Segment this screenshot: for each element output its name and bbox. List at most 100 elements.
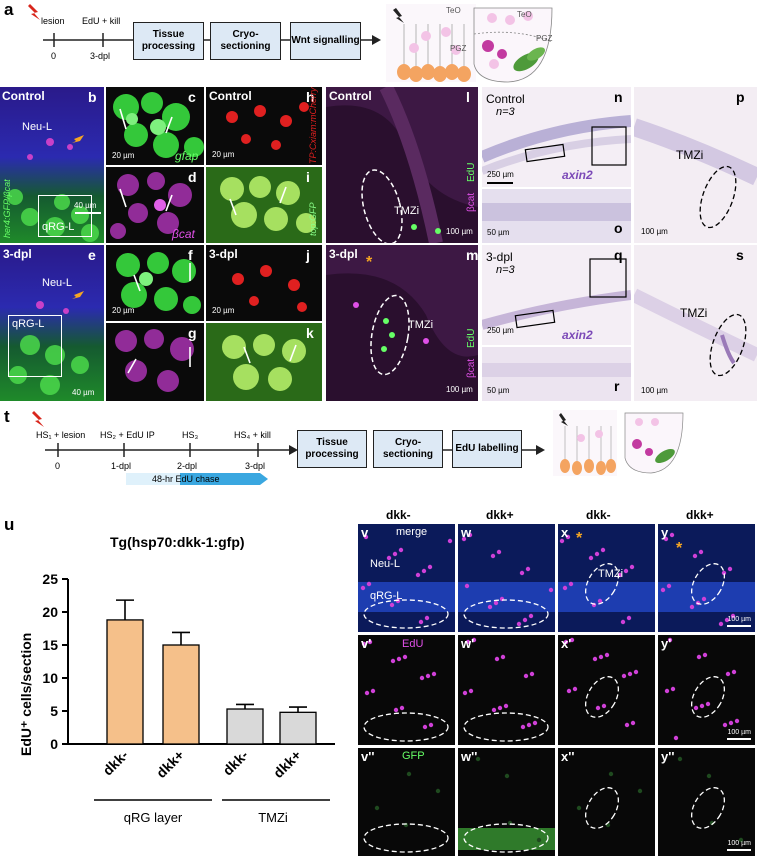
grid-scale-label: 100 µm xyxy=(727,840,752,847)
grid-tmzi-label: TMZi xyxy=(598,568,624,580)
grid-scale-bar xyxy=(727,738,751,740)
panel-n-scalebar xyxy=(487,182,513,184)
panel-b-neu: Neu-L xyxy=(22,121,52,133)
tectum-cartoon-1 xyxy=(386,4,476,82)
panel-o-scale: 50 µm xyxy=(487,228,510,237)
y-tick-label: 5 xyxy=(50,703,58,719)
t-time-1: 1-dpl xyxy=(111,461,132,471)
panel-k-image xyxy=(206,323,322,401)
panel-f-image xyxy=(106,245,204,321)
panel-f-scale: 20 µm xyxy=(112,306,135,315)
panel-v'-image: v' xyxy=(358,635,455,745)
panel-h-cond: Control xyxy=(209,89,252,103)
cartoon-pgz-label: PGZ xyxy=(450,44,467,53)
panel-p-tmzi: TMZi xyxy=(676,148,704,162)
panel-q-cond: 3-dpl xyxy=(486,250,513,264)
panel-r-letter: r xyxy=(614,378,620,394)
panel-j-scale: 20 µm xyxy=(212,306,235,315)
panel-c-image xyxy=(106,87,204,165)
bar xyxy=(162,644,200,745)
grid-panel-letter: w xyxy=(461,525,472,540)
tectum-cartoon-2 xyxy=(473,7,553,83)
grid-neu-label: Neu-L xyxy=(370,558,400,570)
y-tick-label: 25 xyxy=(42,571,58,587)
panel-m-side-a: βcat xyxy=(466,358,477,378)
panel-b-image xyxy=(0,87,104,243)
panel-v''-image: v'' xyxy=(358,748,455,856)
grid-col-header: dkk+ xyxy=(686,508,714,522)
panel-q-n: n=3 xyxy=(496,264,515,276)
panel-s-tmzi: TMZi xyxy=(680,306,708,320)
group-label-tmzi: TMZi xyxy=(258,810,288,825)
y-tick-label: 0 xyxy=(50,736,58,752)
grid-col-header: dkk- xyxy=(586,508,611,522)
grid-scale-label: 100 µm xyxy=(727,729,752,736)
panel-r-scale: 50 µm xyxy=(487,386,510,395)
cartoon-teo-label: TeO xyxy=(446,6,461,15)
x-tick-label: dkk- xyxy=(99,747,131,779)
cartoon2-pgz-label: PGZ xyxy=(536,34,553,43)
panel-o-letter: o xyxy=(614,220,623,236)
panel-j-image xyxy=(206,245,322,321)
panel-n-image xyxy=(482,87,631,187)
panel-s-scale: 100 µm xyxy=(641,386,668,395)
panel-j-letter: j xyxy=(306,247,310,263)
panel-v-y-grid: dkk-dkk+ dkk-dkk+ v w x y 100 µm v' w' x' y' 100 µm… xyxy=(358,508,757,856)
panel-w''-image: w'' xyxy=(458,748,555,856)
panel-b-cond: Control xyxy=(2,89,45,103)
panel-m-star: * xyxy=(366,254,373,271)
panel-i-side: top:GFP xyxy=(308,202,318,236)
panel-c-letter: c xyxy=(188,89,196,105)
grid-qrg-label: qRG-L xyxy=(370,590,403,602)
time-3dpl-label: 3-dpl xyxy=(90,51,111,61)
bar xyxy=(226,708,264,745)
panel-t-timeline xyxy=(32,411,545,485)
edu-chase-label: 48-hr EdU chase xyxy=(152,474,220,484)
hs1-label: HS₁ + lesion xyxy=(36,430,86,440)
panel-h-letter: h xyxy=(306,89,315,105)
panel-m-image xyxy=(326,245,478,401)
panel-n-n: n=3 xyxy=(496,106,515,118)
panel-y-image: y 100 µm xyxy=(658,524,755,632)
panel-o-image xyxy=(482,189,631,243)
panel-h-scale: 20 µm xyxy=(212,150,235,159)
x-tick-label: dkk+ xyxy=(270,747,304,781)
grid-panel-letter: w' xyxy=(461,636,475,651)
panel-l-image xyxy=(326,87,478,243)
grid-scale-bar xyxy=(727,849,751,851)
t-time-0: 0 xyxy=(55,461,61,471)
t-cartoon-1 xyxy=(553,410,617,476)
panel-d-image xyxy=(106,167,204,243)
grid-cell-drawing xyxy=(664,637,740,741)
grid-col-header: dkk- xyxy=(386,508,411,522)
panel-d-tag: βcat xyxy=(172,227,195,241)
panel-i-image xyxy=(206,167,322,243)
panel-e-cond: 3-dpl xyxy=(3,247,32,261)
edu-kill-label: EdU + kill xyxy=(82,16,121,26)
panel-q-scale: 250 µm xyxy=(487,326,514,335)
panel-x''-image: x'' xyxy=(558,748,655,856)
panel-f-letter: f xyxy=(188,247,193,263)
grid-panel-letter: v'' xyxy=(361,749,375,764)
grid-col-header: dkk+ xyxy=(486,508,514,522)
grid-edu-label: EdU xyxy=(402,638,424,650)
panel-x'-image: x' xyxy=(558,635,655,745)
panel-x-image: x xyxy=(558,524,655,632)
y-tick-label: 10 xyxy=(42,670,58,686)
y-tick-label: 20 xyxy=(42,604,58,620)
hs3-label: HS₃ xyxy=(182,430,199,440)
panel-y''-image: y'' 100 µm xyxy=(658,748,755,856)
grid-panel-letter: v xyxy=(361,525,369,540)
panel-b-letter: b xyxy=(88,89,97,105)
t-box-tissue: Tissue processing xyxy=(297,430,367,468)
panel-s-image xyxy=(634,245,757,401)
panel-g-image xyxy=(106,323,204,401)
t-box-edu: EdU labelling xyxy=(452,430,522,468)
panel-h-side: TP:Cxiam:mCherry xyxy=(308,87,318,164)
grid-panel-letter: y' xyxy=(661,636,672,651)
grid-star-x: * xyxy=(576,530,583,547)
grid-cell-drawing xyxy=(658,532,755,627)
group-label-qrg: qRG layer xyxy=(124,810,183,825)
panel-b-scalebar xyxy=(75,212,101,214)
panel-m-side-b: EdU xyxy=(466,328,477,348)
